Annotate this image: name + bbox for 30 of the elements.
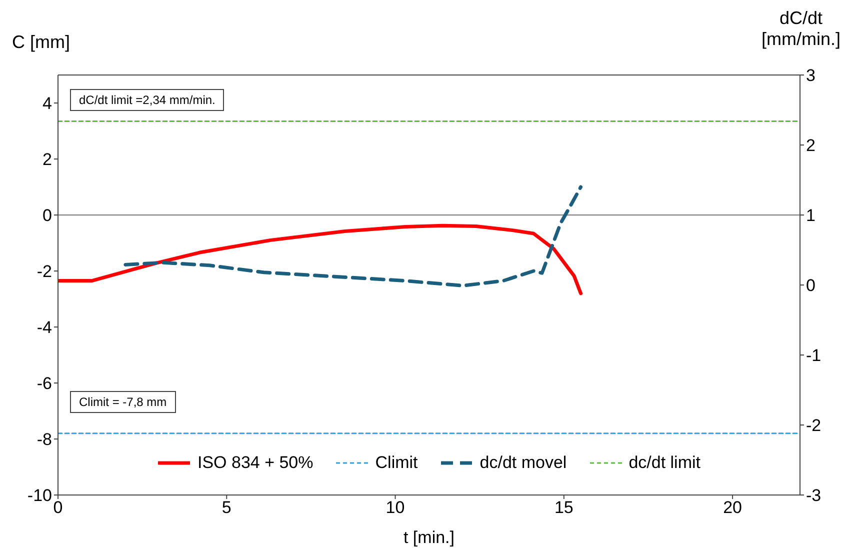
x-tick-label: 20 [723,498,742,518]
y-tick-label: -6 [36,374,52,394]
y2-tick-label: 0 [806,276,816,296]
y-tick-label: -8 [36,430,52,450]
y2-tick-label: -3 [806,486,822,506]
annotation: dC/dt limit =2,34 mm/min. [70,89,224,111]
y-tick-label: 2 [42,150,52,170]
y2-axis-title: dC/dt [mm/min.] [760,8,842,50]
legend-label: ISO 834 + 50% [197,453,314,473]
y2-tick-label: 2 [806,136,816,156]
y-tick-label: 4 [42,94,52,114]
x-tick-label: 5 [222,498,232,518]
y-axis-title: C [mm] [12,32,70,53]
y2-tick-label: 1 [806,206,816,226]
y2-tick-label: -1 [806,346,822,366]
y2-tick-label: 3 [806,66,816,86]
legend-label: dc/dt movel [480,453,567,473]
legend-label: dc/dt limit [628,453,700,473]
y-tick-label: 0 [42,206,52,226]
x-tick-label: 15 [554,498,574,518]
y-tick-label: -2 [36,262,52,282]
line-series [124,185,583,288]
x-tick-label: 10 [386,498,405,518]
y2-tick-label: -2 [806,416,822,436]
x-axis-title: t [min.] [403,528,455,547]
annotation: Climit = -7,8 mm [70,391,176,413]
legend-label: Climit [375,453,418,473]
y-tick-label: -10 [27,486,52,506]
line-series [58,224,583,296]
y-tick-label: -4 [36,318,52,338]
